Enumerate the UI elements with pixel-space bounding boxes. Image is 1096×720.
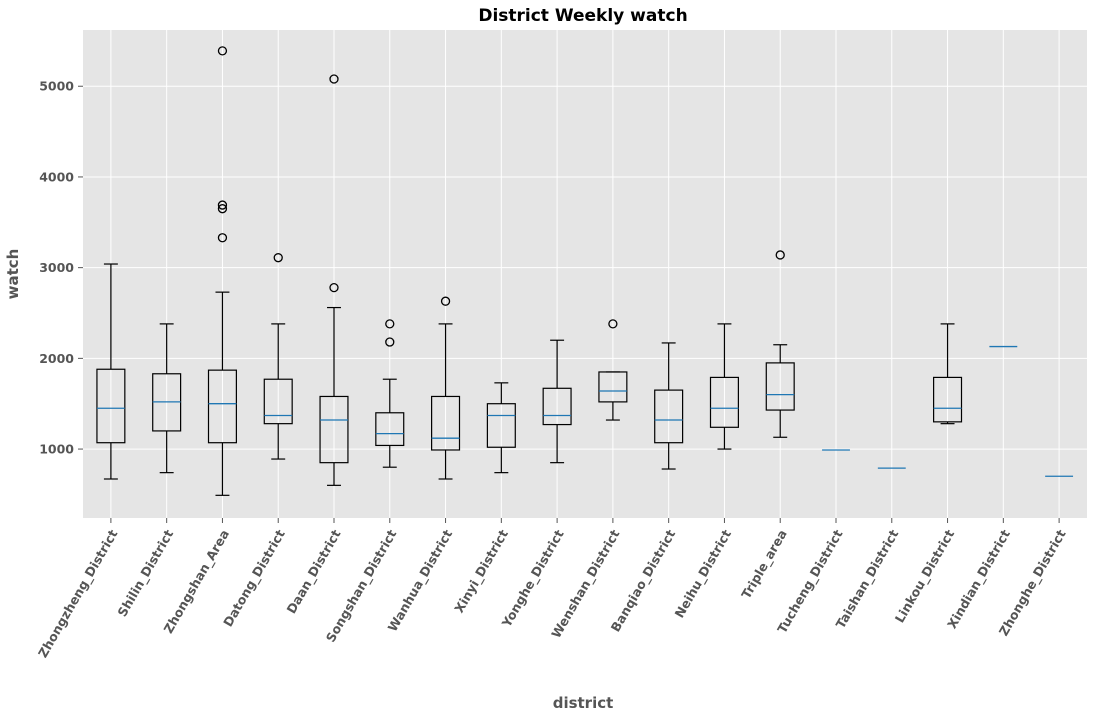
x-tick-label: Yonghe_District: [498, 527, 567, 631]
box-Zhongshan_Area: [207, 46, 237, 496]
iqr-box: [431, 395, 461, 451]
iqr-box: [263, 378, 293, 425]
box-Wenshan_District: [598, 319, 628, 421]
box-Datong_District: [263, 253, 293, 460]
x-tick-label: Banqiao_District: [608, 527, 680, 635]
x-tick-label: Datong_District: [220, 527, 289, 630]
iqr-box: [96, 368, 126, 444]
outlier-point: [440, 296, 451, 306]
iqr-box: [654, 389, 684, 444]
outlier-point: [775, 250, 785, 260]
outlier-point: [273, 253, 283, 263]
box-Linkou_District: [933, 323, 963, 425]
box-Yonghe_District: [542, 339, 572, 464]
iqr-box: [319, 395, 349, 464]
iqr-box: [933, 376, 963, 423]
outlier-point: [329, 282, 339, 293]
outlier-point: [217, 204, 228, 214]
box-Zhongzheng_District: [96, 263, 126, 480]
iqr-box: [765, 362, 795, 411]
box-Shilin_District: [152, 323, 182, 474]
box-Banqiao_District: [654, 342, 684, 470]
y-tick-label: 2000: [39, 351, 74, 366]
outlier-point: [329, 74, 339, 84]
x-tick-label: Daan_District: [283, 527, 344, 617]
y-tick-label: 3000: [39, 260, 74, 275]
box-Neihu_District: [709, 323, 739, 450]
y-axis-label: watch: [4, 249, 22, 300]
x-tick-label: Wanhua_District: [385, 527, 456, 635]
iqr-box: [709, 376, 739, 428]
x-tick-label: Shilin_District: [114, 527, 177, 620]
x-axis-label: district: [553, 694, 614, 712]
x-tick-label: Triple_area: [738, 527, 790, 602]
x-tick-label: Linkou_District: [892, 527, 958, 626]
boxes-layer: [96, 46, 1074, 496]
chart-title: District Weekly watch: [478, 6, 687, 26]
y-tick-label: 5000: [39, 79, 74, 94]
plot-area: [83, 30, 1087, 518]
outlier-point: [217, 46, 228, 56]
iqr-box: [542, 387, 572, 426]
outlier-point: [608, 319, 618, 329]
x-tick-label: Zhongzheng_District: [35, 527, 121, 661]
box-Triple_area: [765, 250, 795, 438]
x-tick-label: Xinyi_District: [451, 527, 512, 616]
outlier-point: [217, 200, 228, 210]
box-Xinyi_District: [486, 382, 516, 474]
y-axis-ticks: 1000 2000 3000 4000 5000: [39, 79, 83, 457]
iqr-box: [207, 369, 237, 444]
y-tick-label: 1000: [39, 442, 74, 457]
iqr-box: [375, 412, 405, 447]
x-tick-label: Neihu_District: [671, 527, 734, 621]
outlier-point: [385, 337, 395, 347]
outlier-point: [217, 233, 228, 243]
box-Songshan_District: [375, 319, 405, 468]
y-tick-label: 4000: [39, 169, 74, 184]
box-Daan_District: [319, 74, 349, 486]
outlier-point: [385, 319, 395, 329]
iqr-box: [598, 371, 628, 403]
box-Wanhua_District: [431, 296, 461, 480]
iqr-box: [486, 403, 516, 448]
x-axis-ticks: Zhongzheng_DistrictShilin_DistrictZhongs…: [35, 518, 1070, 661]
